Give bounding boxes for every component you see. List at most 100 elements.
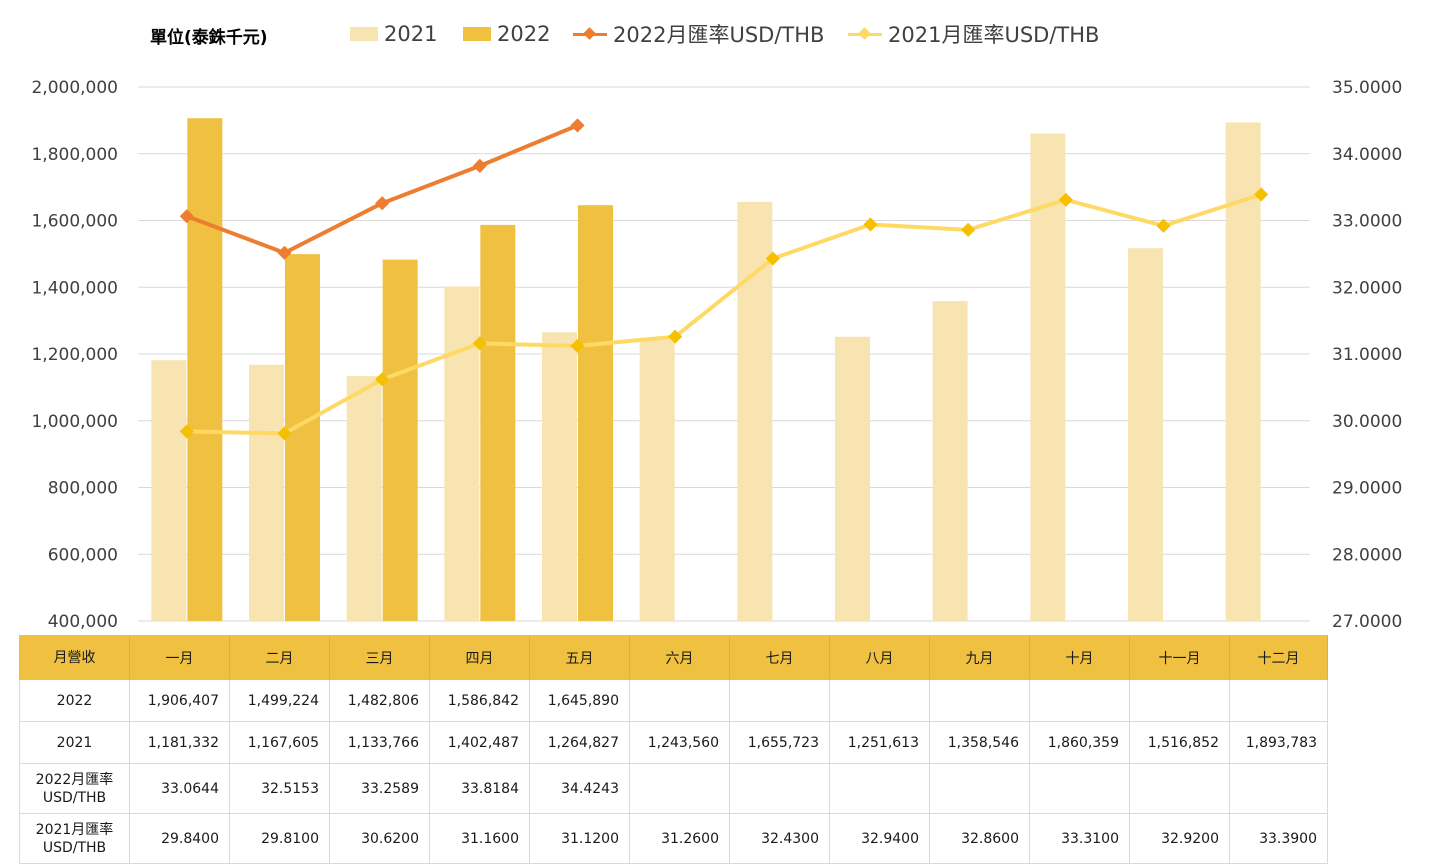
table-cell: 1,243,560	[629, 721, 730, 764]
table-cell: 31.1600	[429, 813, 530, 864]
table-row: 2021月匯率 USD/THB 29.8400 29.8100 30.6200 31.16…	[19, 813, 1328, 864]
point-2021月匯率USD/THB	[765, 251, 780, 266]
y-left-tick-label: 1,200,000	[31, 345, 118, 365]
point-2021月匯率USD/THB	[1058, 192, 1073, 207]
table-cell	[1229, 763, 1328, 814]
y-left-tick-label: 1,600,000	[31, 212, 118, 232]
table-header-row: 月營收 一月 二月 三月 四月 五月 六月 七月 八月 九月 十月 十一月 十二…	[19, 635, 1328, 680]
table-cell	[729, 763, 830, 814]
data-table: 月營收 一月 二月 三月 四月 五月 六月 七月 八月 九月 十月 十一月 十二…	[19, 635, 1328, 864]
table-row: 2022 1,906,407 1,499,224 1,482,806 1,586,842…	[19, 679, 1328, 722]
bar-2021	[249, 364, 284, 621]
y-left-tick-label: 800,000	[48, 479, 118, 499]
bar-2022	[480, 224, 516, 621]
legend-label-2021-rate: 2021月匯率USD/THB	[888, 23, 1100, 47]
table-cell	[629, 679, 730, 722]
y-right-tick-label: 29.0000	[1332, 479, 1402, 499]
legend: 2021	[350, 20, 437, 48]
table-header-cell: 月營收	[19, 635, 130, 680]
table-cell: 1,586,842	[429, 679, 530, 722]
point-2022月匯率USD/THB	[375, 196, 390, 211]
table-cell: 1,358,546	[929, 721, 1030, 764]
table-header-cell: 八月	[829, 635, 930, 680]
table-header-cell: 十月	[1029, 635, 1130, 680]
y-right-tick-label: 27.0000	[1332, 612, 1402, 632]
unit-label: 單位(泰銖千元)	[150, 28, 268, 48]
legend-label-2022: 2022	[497, 22, 551, 46]
point-2021月匯率USD/THB	[277, 426, 292, 441]
table-cell: 32.8600	[929, 813, 1030, 864]
table-cell: 1,906,407	[129, 679, 230, 722]
y-right-tick-label: 34.0000	[1332, 145, 1402, 165]
table-row-label: 2022	[19, 679, 130, 722]
table-cell: 32.4300	[729, 813, 830, 864]
y-left-tick-label: 400,000	[48, 612, 118, 632]
table-cell: 33.3100	[1029, 813, 1130, 864]
legend-item-2022: 2022	[463, 20, 550, 48]
table-header-cell: 四月	[429, 635, 530, 680]
legend-item-2021-rate: 2021月匯率USD/THB	[848, 20, 1099, 48]
combo-chart: 2,000,000 1,800,000 1,600,000 1,400,000 1,20…	[31, 78, 1402, 632]
table-cell: 29.8100	[229, 813, 330, 864]
table-cell: 33.8184	[429, 763, 530, 814]
table-cell	[729, 679, 830, 722]
bars	[151, 118, 1261, 622]
bar-2021	[542, 332, 577, 621]
point-2021月匯率USD/THB	[1156, 218, 1171, 233]
point-2021月匯率USD/THB	[961, 222, 976, 237]
table-header-cell: 一月	[129, 635, 230, 680]
table-cell	[829, 679, 930, 722]
y-left-tick-label: 2,000,000	[31, 78, 118, 98]
legend-line-2022-rate	[573, 27, 607, 41]
table-cell	[929, 763, 1030, 814]
table-cell: 1,264,827	[529, 721, 630, 764]
bar-2021	[1030, 133, 1066, 622]
point-2021月匯率USD/THB	[570, 338, 585, 354]
table-cell: 33.0644	[129, 763, 230, 814]
table-cell: 1,860,359	[1029, 721, 1130, 764]
bar-2021	[1128, 248, 1163, 621]
bar-2021	[932, 301, 968, 621]
table-cell: 31.2600	[629, 813, 730, 864]
point-2022月匯率USD/THB	[277, 245, 292, 260]
bar-2021	[639, 339, 675, 621]
table-cell	[829, 763, 930, 814]
table-cell: 1,655,723	[729, 721, 830, 764]
table-cell: 32.5153	[229, 763, 330, 814]
point-2021月匯率USD/THB	[863, 217, 878, 232]
line-2021月匯率USD/THB	[186, 192, 1262, 436]
table-cell: 1,251,613	[829, 721, 930, 764]
table-cell: 1,402,487	[429, 721, 530, 764]
table-cell: 1,516,852	[1129, 721, 1230, 764]
y-right-tick-label: 30.0000	[1332, 412, 1402, 432]
point-2021月匯率USD/THB	[472, 336, 487, 351]
point-2022月匯率USD/THB	[179, 209, 194, 224]
point-2021月匯率USD/THB	[668, 329, 683, 344]
table-header-cell: 十一月	[1129, 635, 1230, 680]
bar-2021	[151, 360, 187, 621]
bar-2021	[444, 286, 480, 621]
table-row: 2021 1,181,332 1,167,605 1,133,766 1,402,487…	[19, 721, 1328, 764]
table-cell: 1,482,806	[329, 679, 430, 722]
point-2022月匯率USD/THB	[570, 118, 585, 133]
y-left-tick-label: 1,400,000	[31, 278, 118, 298]
bar-2022	[187, 118, 223, 621]
table-cell	[1229, 679, 1328, 722]
y-left-tick-label: 1,800,000	[31, 145, 118, 165]
grid-lines	[138, 86, 1310, 622]
table-header-cell: 九月	[929, 635, 1030, 680]
y-left-tick-label: 600,000	[48, 545, 118, 565]
table-cell: 34.4243	[529, 763, 630, 814]
table-header-cell: 二月	[229, 635, 330, 680]
table-cell: 1,133,766	[329, 721, 430, 764]
point-2021月匯率USD/THB	[375, 372, 390, 387]
table-cell: 1,167,605	[229, 721, 330, 764]
y-right-tick-label: 32.0000	[1332, 278, 1402, 298]
table-header-cell: 七月	[729, 635, 830, 680]
table-cell: 31.1200	[529, 813, 630, 864]
table-cell: 33.3900	[1229, 813, 1328, 864]
table-row-label: 2022月匯率 USD/THB	[19, 763, 130, 814]
table-cell	[1129, 679, 1230, 722]
y-right-tick-label: 33.0000	[1332, 212, 1402, 232]
table-cell	[1029, 679, 1130, 722]
